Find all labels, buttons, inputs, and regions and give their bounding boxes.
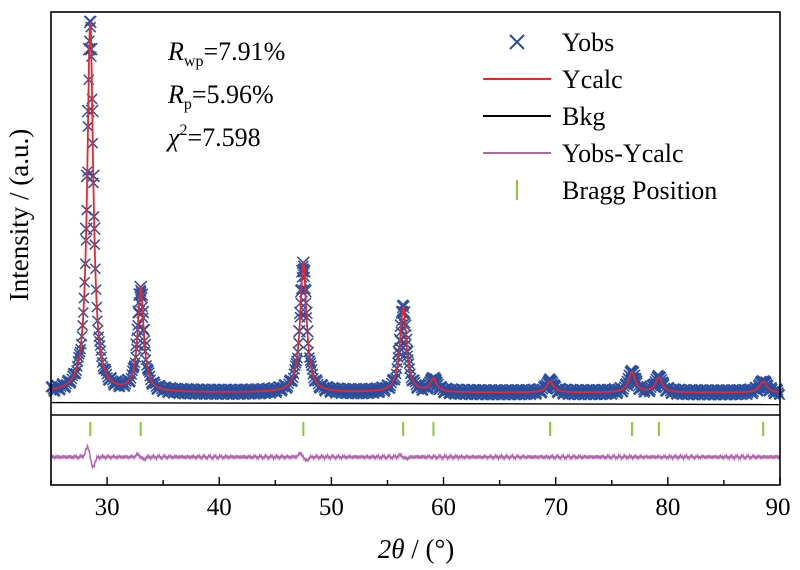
legend-marker-cross bbox=[509, 34, 525, 50]
fit-statistic: Rp=5.96% bbox=[167, 80, 274, 113]
legend-label: Bkg bbox=[562, 102, 605, 131]
plot-frame bbox=[50, 11, 781, 486]
x-axis-label-unit: / (°) bbox=[404, 534, 454, 564]
series-bkg bbox=[50, 401, 781, 406]
y-axis-label: Intensity / (a.u.) bbox=[4, 129, 34, 301]
legend-label: Ycalc bbox=[562, 65, 623, 94]
legend-item: Yobs-Ycalc bbox=[483, 139, 684, 168]
x-tick-label: 30 bbox=[95, 494, 120, 521]
x-tick-label: 90 bbox=[766, 494, 791, 521]
legend-label: Bragg Position bbox=[562, 176, 717, 205]
fit-statistic: χ2=7.598 bbox=[165, 122, 261, 152]
fit-statistics: Rwp=7.91% Rp=5.96% χ2=7.598 bbox=[165, 37, 285, 152]
legend-item: Ycalc bbox=[483, 65, 623, 94]
x-axis: 30 40 50 60 70 80 90 bbox=[50, 477, 791, 521]
x-tick-label: 50 bbox=[319, 494, 344, 521]
series-yobs bbox=[45, 15, 786, 401]
yobs-point bbox=[124, 375, 136, 387]
x-axis-label: 2θ / (°) bbox=[378, 534, 455, 564]
series-bragg-position bbox=[89, 422, 765, 436]
x-axis-label-symbol: 2θ bbox=[378, 534, 405, 564]
legend-item: Yobs bbox=[509, 28, 614, 57]
plot-content bbox=[45, 15, 786, 470]
series-ycalc bbox=[50, 21, 781, 394]
legend-item: Bkg bbox=[483, 102, 605, 131]
x-tick-label: 40 bbox=[207, 494, 232, 521]
legend: Yobs Ycalc Bkg Yobs-Ycalc Bragg Position bbox=[483, 28, 717, 205]
legend-label: Yobs bbox=[562, 28, 614, 57]
x-tick-label: 60 bbox=[431, 494, 456, 521]
x-tick-label: 80 bbox=[655, 494, 680, 521]
series-yobs-ycalc bbox=[50, 443, 781, 470]
x-tick-label: 70 bbox=[543, 494, 568, 521]
fit-statistic: Rwp=7.91% bbox=[167, 37, 285, 70]
legend-label: Yobs-Ycalc bbox=[562, 139, 684, 168]
yobs-point bbox=[100, 365, 112, 377]
legend-item: Bragg Position bbox=[516, 176, 717, 205]
